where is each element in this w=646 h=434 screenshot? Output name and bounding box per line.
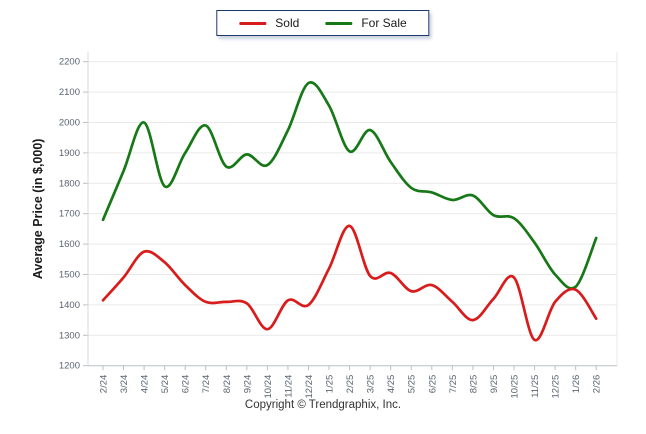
legend-item-for-sale: For Sale xyxy=(325,16,407,30)
x-tick-label: 2/24 xyxy=(99,375,110,394)
x-tick-label: 12/24 xyxy=(304,375,315,399)
x-tick-label: 7/25 xyxy=(448,375,459,394)
x-tick-label: 3/24 xyxy=(119,375,130,394)
x-tick-label: 8/25 xyxy=(468,375,479,394)
x-tick-label: 5/24 xyxy=(160,375,171,394)
x-tick-label: 6/25 xyxy=(427,375,438,394)
y-tick-label: 1900 xyxy=(59,148,80,159)
x-tick-label: 1/25 xyxy=(325,375,336,394)
x-tick-label: 7/24 xyxy=(201,375,212,394)
x-tick-label: 4/24 xyxy=(140,375,151,394)
y-tick-label: 1200 xyxy=(59,361,80,372)
legend-label-sold: Sold xyxy=(275,16,300,30)
legend-label-for-sale: For Sale xyxy=(361,16,407,30)
y-tick-label: 1500 xyxy=(59,270,80,281)
x-tick-label: 10/25 xyxy=(510,375,521,399)
x-tick-label: 11/24 xyxy=(283,375,294,398)
y-tick-label: 1700 xyxy=(59,209,80,220)
legend-item-sold: Sold xyxy=(239,16,299,30)
x-tick-label: 2/26 xyxy=(592,375,603,394)
x-tick-label: 11/25 xyxy=(530,375,541,398)
x-tick-label: 5/25 xyxy=(407,375,418,394)
sold-line-series xyxy=(101,224,598,342)
y-axis-title: Average Price (in $,000) xyxy=(31,139,45,280)
for-sale-line-swatch xyxy=(325,21,353,25)
x-tick-label: 6/24 xyxy=(181,375,192,394)
x-tick-label: 1/26 xyxy=(571,375,582,394)
x-tick-label: 2/25 xyxy=(345,375,356,394)
y-tick-label: 2100 xyxy=(59,87,80,98)
x-tick-label: 4/25 xyxy=(386,375,397,394)
x-tick-label: 9/25 xyxy=(489,375,500,394)
for-sale-line-series xyxy=(101,81,598,290)
y-tick-label: 1300 xyxy=(59,330,80,341)
x-tick-label: 9/24 xyxy=(242,375,253,394)
x-tick-label: 12/25 xyxy=(551,375,562,399)
y-tick-label: 1400 xyxy=(59,300,80,311)
copyright-text: Copyright © Trendgraphix, Inc. xyxy=(244,399,402,411)
y-tick-label: 2200 xyxy=(59,57,80,68)
x-tick-label: 3/25 xyxy=(366,375,377,394)
x-tick-label: 8/24 xyxy=(222,375,233,394)
sold-line-swatch xyxy=(239,21,267,25)
chart-legend: Sold For Sale xyxy=(216,10,430,36)
x-tick-label: 10/24 xyxy=(263,375,274,399)
y-tick-label: 1800 xyxy=(59,178,80,189)
y-tick-label: 1600 xyxy=(59,239,80,250)
y-tick-label: 2000 xyxy=(59,118,80,129)
